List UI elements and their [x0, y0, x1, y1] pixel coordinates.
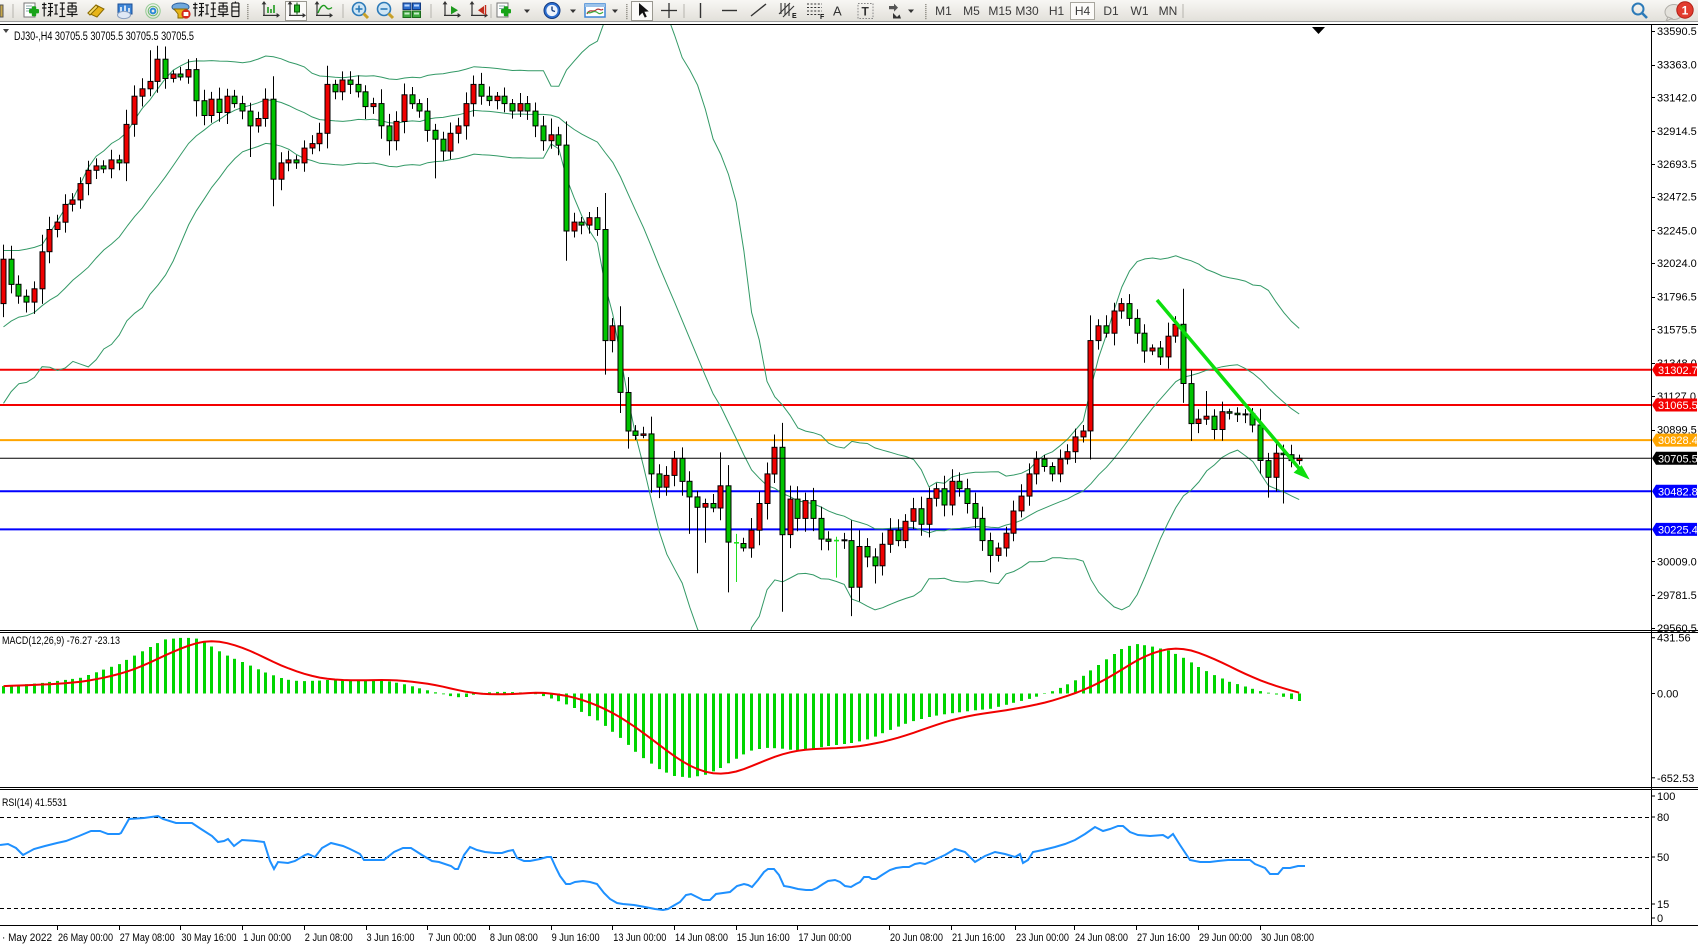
svg-text:24 Jun 08:00: 24 Jun 08:00 — [1075, 932, 1128, 944]
svg-text:30225.4: 30225.4 — [1658, 524, 1698, 536]
svg-text:30009.0: 30009.0 — [1657, 557, 1697, 569]
svg-text:W1: W1 — [1131, 4, 1149, 18]
svg-text:32693.5: 32693.5 — [1657, 159, 1697, 171]
svg-text:M1: M1 — [935, 4, 952, 18]
svg-text:50: 50 — [1657, 852, 1669, 864]
svg-text:32024.0: 32024.0 — [1657, 258, 1697, 270]
svg-text:MACD(12,26,9) -76.27 -23.13: MACD(12,26,9) -76.27 -23.13 — [2, 635, 120, 647]
svg-text:-652.53: -652.53 — [1657, 773, 1694, 785]
svg-text:DJ30-,H4 30705.5 30705.5 3070: DJ30-,H4 30705.5 30705.5 30705.5 30705.5 — [14, 31, 194, 43]
svg-text:30705.5: 30705.5 — [1658, 453, 1698, 465]
svg-text:13 Jun 00:00: 13 Jun 00:00 — [613, 932, 666, 944]
svg-text:H4: H4 — [1075, 4, 1091, 18]
svg-text:23 Jun 00:00: 23 Jun 00:00 — [1016, 932, 1069, 944]
svg-text:7 Jun 00:00: 7 Jun 00:00 — [428, 932, 476, 944]
svg-text:80: 80 — [1657, 812, 1669, 824]
svg-text:33590.5: 33590.5 — [1657, 26, 1697, 38]
svg-text:14 Jun 08:00: 14 Jun 08:00 — [675, 932, 728, 944]
svg-text:27 May 08:00: 27 May 08:00 — [120, 932, 175, 944]
svg-text:30482.8: 30482.8 — [1658, 486, 1698, 498]
svg-text:100: 100 — [1657, 791, 1675, 803]
svg-text:0: 0 — [1657, 913, 1663, 925]
svg-text:29 Jun 00:00: 29 Jun 00:00 — [1199, 932, 1252, 944]
svg-text:31065.5: 31065.5 — [1658, 400, 1698, 412]
svg-text:2 Jun 08:00: 2 Jun 08:00 — [305, 932, 353, 944]
svg-text:26 May 00:00: 26 May 00:00 — [58, 932, 113, 944]
svg-text:31302.7: 31302.7 — [1658, 365, 1698, 377]
svg-text:RSI(14) 41.5531: RSI(14) 41.5531 — [2, 797, 67, 809]
svg-text:15: 15 — [1657, 899, 1669, 911]
svg-text:32245.0: 32245.0 — [1657, 225, 1697, 237]
svg-text:A: A — [833, 4, 842, 19]
svg-text:15 Jun 16:00: 15 Jun 16:00 — [737, 932, 790, 944]
svg-text:1: 1 — [1682, 4, 1689, 18]
svg-text:F: F — [820, 14, 825, 21]
svg-text:29560.5: 29560.5 — [1657, 623, 1697, 635]
svg-text:33142.0: 33142.0 — [1657, 92, 1697, 104]
svg-text:M30: M30 — [1015, 4, 1039, 18]
svg-text:E: E — [792, 13, 797, 20]
svg-text:D1: D1 — [1103, 4, 1119, 18]
svg-text:MN: MN — [1159, 4, 1178, 18]
svg-text:H1: H1 — [1049, 4, 1065, 18]
svg-text:31575.5: 31575.5 — [1657, 324, 1697, 336]
svg-text:21 Jun 16:00: 21 Jun 16:00 — [952, 932, 1005, 944]
svg-text:31796.5: 31796.5 — [1657, 292, 1697, 304]
svg-text:30828.4: 30828.4 — [1658, 435, 1698, 447]
svg-text:17 Jun 00:00: 17 Jun 00:00 — [798, 932, 851, 944]
svg-text:8 Jun 08:00: 8 Jun 08:00 — [490, 932, 538, 944]
svg-text:33363.0: 33363.0 — [1657, 60, 1697, 72]
svg-text:T: T — [862, 5, 870, 19]
svg-text:30 May 16:00: 30 May 16:00 — [181, 932, 236, 944]
svg-text:32472.5: 32472.5 — [1657, 192, 1697, 204]
svg-text:0.00: 0.00 — [1657, 689, 1678, 701]
svg-text:· May 2022: · May 2022 — [2, 932, 52, 944]
svg-text:29781.5: 29781.5 — [1657, 590, 1697, 602]
svg-text:M15: M15 — [988, 4, 1012, 18]
svg-text:30 Jun 08:00: 30 Jun 08:00 — [1261, 932, 1314, 944]
svg-text:431.56: 431.56 — [1657, 633, 1691, 645]
svg-text:M5: M5 — [963, 4, 980, 18]
svg-text:1 Jun 00:00: 1 Jun 00:00 — [243, 932, 291, 944]
svg-text:3 Jun 16:00: 3 Jun 16:00 — [367, 932, 415, 944]
svg-text:20 Jun 08:00: 20 Jun 08:00 — [890, 932, 943, 944]
svg-text:27 Jun 16:00: 27 Jun 16:00 — [1137, 932, 1190, 944]
svg-text:9 Jun 16:00: 9 Jun 16:00 — [552, 932, 600, 944]
svg-text:32914.5: 32914.5 — [1657, 126, 1697, 138]
